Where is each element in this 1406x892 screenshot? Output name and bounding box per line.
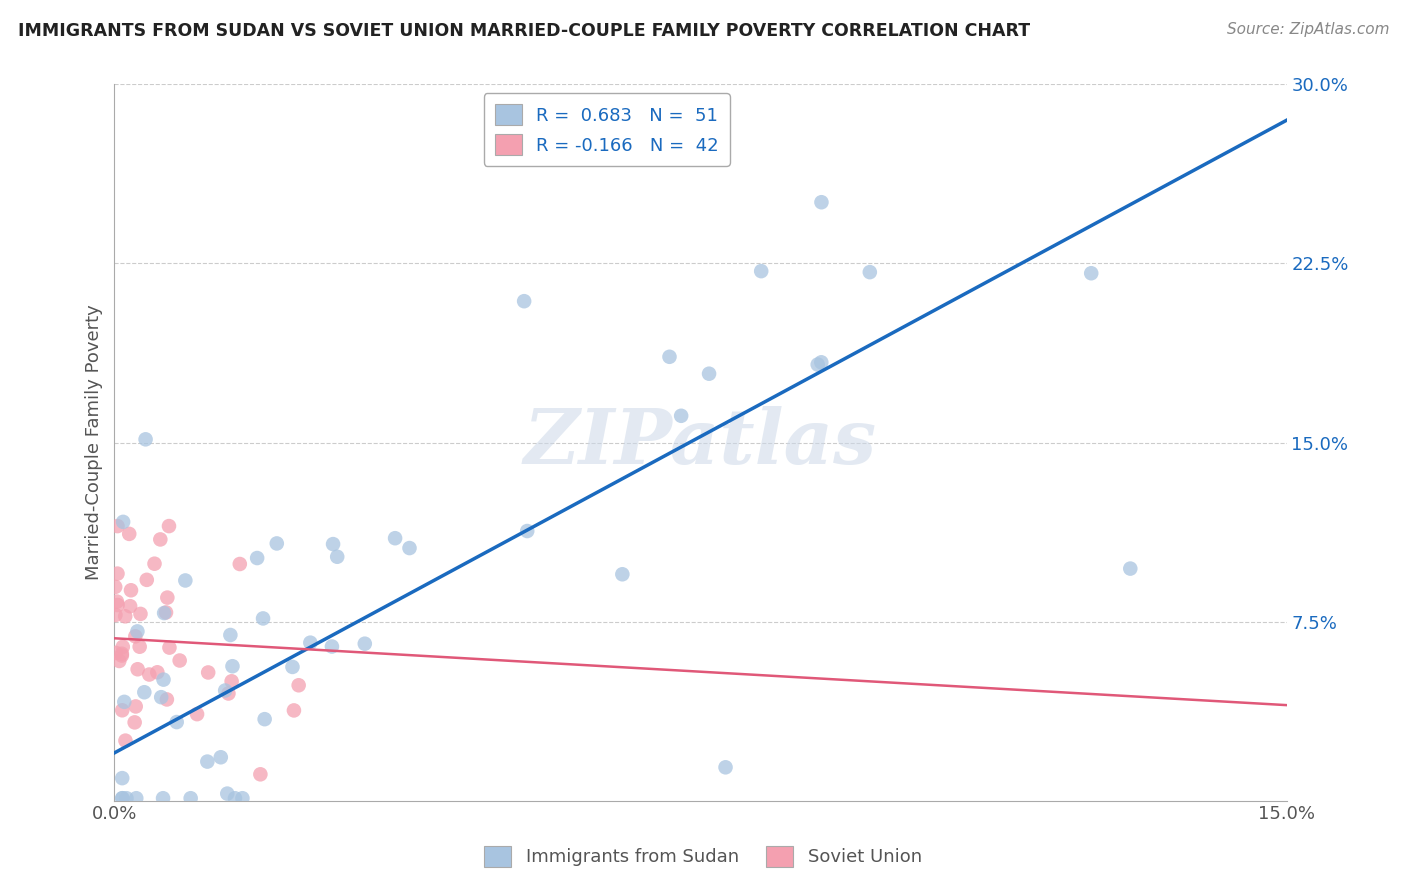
Point [281,660,304,674]
Point [156,591,179,605]
Point [1080,266,1102,280]
Point [134,685,156,699]
Point [697,367,720,381]
Point [174,574,197,588]
Point [111,703,134,717]
Point [107,598,129,612]
Text: ZIPatlas: ZIPatlas [524,406,877,480]
Point [249,767,271,781]
Point [135,573,157,587]
Point [214,683,236,698]
Point [217,787,239,801]
Point [120,599,142,614]
Point [127,624,149,639]
Point [108,654,131,668]
Point [807,358,830,372]
Point [111,648,134,663]
Point [135,433,157,447]
Point [299,635,322,649]
Point [195,755,218,769]
Point [111,791,134,805]
Point [326,549,349,564]
Point [105,594,128,608]
Point [231,791,253,805]
Point [120,583,142,598]
Point [111,647,134,661]
Point [156,692,179,706]
Point [186,707,208,722]
Point [125,699,148,714]
Point [146,665,169,680]
Point [127,662,149,676]
Point [287,678,309,692]
Point [714,760,737,774]
Legend: Immigrants from Sudan, Soviet Union: Immigrants from Sudan, Soviet Union [477,838,929,874]
Point [384,531,406,545]
Point [155,606,177,620]
Point [150,690,173,705]
Point [209,750,232,764]
Point [114,609,136,624]
Point [266,536,288,550]
Point [111,791,134,805]
Point [197,665,219,680]
Point [111,640,134,654]
Point [152,791,174,805]
Point [124,715,146,730]
Point [246,551,269,566]
Point [104,646,127,660]
Point [229,557,252,571]
Point [180,791,202,805]
Point [143,557,166,571]
Point [107,566,129,581]
Point [252,611,274,625]
Point [112,695,135,709]
Point [398,541,420,555]
Text: Source: ZipAtlas.com: Source: ZipAtlas.com [1226,22,1389,37]
Point [153,606,176,620]
Point [516,524,538,538]
Point [321,640,343,654]
Point [138,667,160,681]
Point [217,686,239,700]
Point [669,409,692,423]
Point [749,264,772,278]
Point [115,791,138,805]
Point [104,607,127,622]
Point [112,515,135,529]
Legend: R =  0.683   N =  51, R = -0.166   N =  42: R = 0.683 N = 51, R = -0.166 N = 42 [484,94,730,166]
Point [128,640,150,654]
Point [859,265,882,279]
Point [221,674,243,689]
Point [283,703,305,717]
Point [1119,561,1142,575]
Point [219,628,242,642]
Point [166,714,188,729]
Point [353,637,375,651]
Point [221,659,243,673]
Point [810,355,832,369]
Point [157,519,180,533]
Point [149,533,172,547]
Point [224,791,246,805]
Point [253,712,276,726]
Point [612,567,634,582]
Point [513,294,536,309]
Point [107,519,129,533]
Point [152,673,174,687]
Point [159,640,181,655]
Point [118,527,141,541]
Point [322,537,344,551]
Point [129,607,152,621]
Point [810,195,832,210]
Point [104,580,127,594]
Point [125,791,148,805]
Point [169,653,191,667]
Text: IMMIGRANTS FROM SUDAN VS SOVIET UNION MARRIED-COUPLE FAMILY POVERTY CORRELATION : IMMIGRANTS FROM SUDAN VS SOVIET UNION MA… [18,22,1031,40]
Point [658,350,681,364]
Y-axis label: Married-Couple Family Poverty: Married-Couple Family Poverty [86,305,103,581]
Point [114,733,136,747]
Point [124,629,146,643]
Point [111,771,134,785]
